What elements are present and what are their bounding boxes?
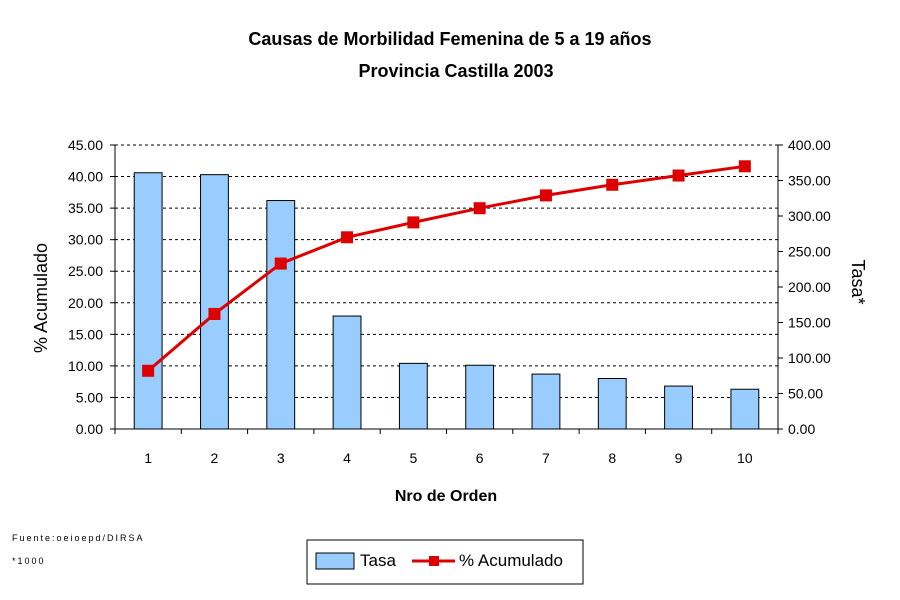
chart-subtitle: Provincia Castilla 2003: [358, 61, 553, 81]
bars-group: [133, 172, 760, 430]
point-acumulado-2: [208, 307, 221, 320]
x-tick-label: 8: [608, 450, 616, 466]
y2-tick-label: 0.00: [788, 421, 815, 437]
point-acumulado-6: [473, 202, 486, 215]
y-tick-label: 30.00: [68, 232, 103, 248]
x-tick-label: 4: [343, 450, 351, 466]
x-tick-label: 2: [211, 450, 219, 466]
y-tick-label: 25.00: [68, 263, 103, 279]
x-tick-label: 9: [675, 450, 683, 466]
bar-tasa-9: [664, 385, 693, 430]
x-axis-ticks: 1 2 3 4 5 6 7 8 9 10: [114, 429, 779, 466]
point-acumulado-1: [142, 364, 155, 377]
y-tick-label: 40.00: [68, 169, 103, 185]
y2-tick-label: 200.00: [788, 279, 831, 295]
y-tick-label: 15.00: [68, 326, 103, 342]
right-axis-ticks: 0.00 50.00 100.00 150.00 200.00 250.00 300.00 3…: [778, 137, 831, 437]
x-tick-label: 1: [144, 450, 152, 466]
y-axis-label: % Acumulado: [31, 243, 51, 353]
point-acumulado-7: [539, 189, 552, 202]
line-acumulado: [147, 164, 746, 372]
rate-footnote: *1000: [12, 556, 46, 566]
source-footnote: Fuente:oeioepd/DIRSA: [12, 533, 145, 543]
y-tick-label: 35.00: [68, 200, 103, 216]
legend: Tasa % Acumulado: [306, 539, 584, 585]
x-tick-label: 3: [277, 450, 285, 466]
y2-tick-label: 350.00: [788, 173, 831, 189]
y-tick-label: 45.00: [68, 137, 103, 153]
legend-label-tasa: Tasa: [360, 551, 396, 570]
bar-tasa-2: [200, 174, 229, 430]
y2-tick-label: 100.00: [788, 350, 831, 366]
left-axis-ticks: 0.00 5.00 10.00 15.00 20.00 25.00 30.00 35.00 40…: [68, 137, 115, 437]
y-tick-label: 10.00: [68, 358, 103, 374]
point-acumulado-9: [672, 169, 685, 182]
legend-marker-acumulado: [429, 556, 439, 566]
x-tick-label: 5: [409, 450, 417, 466]
x-tick-label: 10: [737, 450, 753, 466]
y2-tick-label: 400.00: [788, 137, 831, 153]
y2-axis-label: Tasa*: [848, 259, 868, 304]
bar-tasa-8: [597, 378, 627, 430]
bar-tasa-6: [465, 364, 495, 430]
point-acumulado-5: [407, 216, 420, 229]
bar-tasa-4: [332, 315, 362, 430]
y2-tick-label: 150.00: [788, 315, 831, 331]
y2-tick-label: 250.00: [788, 244, 831, 260]
point-acumulado-4: [341, 231, 354, 244]
y-tick-label: 0.00: [76, 421, 103, 437]
point-acumulado-8: [606, 178, 619, 191]
legend-swatch-tasa: [315, 552, 355, 570]
line-series-group: [142, 160, 751, 377]
x-axis-label: Nro de Orden: [395, 488, 497, 505]
chart-title: Causas de Morbilidad Femenina de 5 a 19 …: [248, 29, 651, 49]
bar-tasa-1: [133, 172, 163, 430]
point-acumulado-3: [274, 257, 287, 270]
bar-tasa-3: [266, 200, 296, 430]
y2-tick-label: 50.00: [788, 386, 823, 402]
x-tick-label: 6: [476, 450, 484, 466]
x-tick-label: 7: [542, 450, 550, 466]
bar-tasa-7: [531, 373, 561, 430]
legend-label-acumulado: % Acumulado: [459, 551, 563, 570]
y2-tick-label: 300.00: [788, 208, 831, 224]
bar-tasa-10: [730, 388, 760, 430]
point-acumulado-10: [738, 160, 751, 173]
bar-tasa-5: [398, 362, 428, 430]
y-tick-label: 20.00: [68, 295, 103, 311]
y-tick-label: 5.00: [76, 389, 103, 405]
